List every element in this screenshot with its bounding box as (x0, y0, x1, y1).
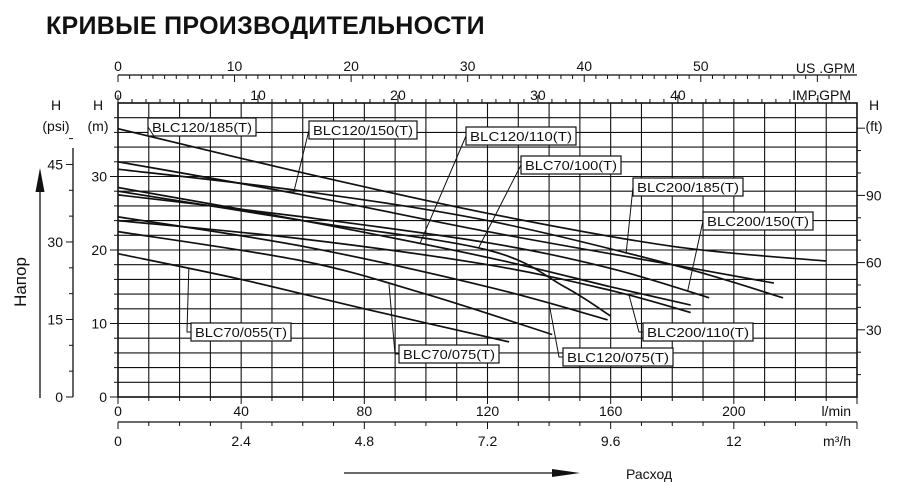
chart-axes: 0 10 20 30 40 50 US .GPM 0 10 20 30 40 IMP.GPM 0 40 80 1… (11, 58, 883, 482)
psi-tick-label: 0 (55, 389, 63, 405)
series-label: BLC70/055(T) (195, 325, 287, 340)
psi-tick-label: 30 (47, 234, 63, 250)
series-leader-line (388, 284, 399, 355)
lmin-tick-label: 120 (476, 403, 500, 419)
psi-axis-header: H (51, 97, 61, 113)
m-axis-header: H (93, 97, 103, 113)
lmin-unit-label: l/min (821, 403, 851, 419)
curve-blc200-185-t (117, 168, 784, 299)
m3h-tick-label: 9.6 (601, 433, 621, 449)
series-leader-line (477, 164, 522, 249)
chart-curves (117, 127, 827, 343)
imp-gpm-tick-label: 20 (390, 87, 406, 103)
m-tick-label: 30 (91, 169, 107, 185)
ft-axis-unit: (ft) (865, 118, 882, 134)
m-tick-label: 10 (91, 316, 107, 332)
imp-gpm-tick-label: 30 (530, 87, 546, 103)
x-axis-arrowhead (552, 469, 580, 477)
y-axis-arrowhead (35, 168, 45, 192)
curve-blc120-185-t (117, 127, 827, 262)
imp-gpm-tick-label: 10 (250, 87, 266, 103)
series-label: BLC120/150(T) (313, 123, 413, 138)
series-leader-line (625, 186, 634, 254)
us-gpm-tick-label: 0 (114, 58, 122, 74)
page-title: КРИВЫЕ ПРОИЗВОДИТЕЛЬНОСТИ (46, 12, 485, 40)
m-axis-unit: (m) (88, 118, 109, 134)
x-axis-title: Расход (626, 466, 672, 482)
series-label: BLC120/075(T) (567, 350, 669, 365)
lmin-tick-label: 40 (233, 403, 249, 419)
m3h-unit-label: m³/h (823, 433, 851, 449)
series-leader-line (293, 129, 310, 194)
ft-tick-label: 30 (866, 322, 882, 338)
m3h-tick-label: 2.4 (231, 433, 251, 449)
curve-blc200-110-t (117, 219, 691, 314)
us-gpm-tick-label: 40 (576, 58, 592, 74)
lmin-tick-label: 160 (599, 403, 623, 419)
imp-gpm-tick-label: 40 (670, 87, 686, 103)
chart-labels: BLC120/185(T) BLC120/150(T) BLC120/110(T) B… (147, 117, 814, 367)
series-leader-line (186, 268, 191, 333)
series-leader-line (687, 220, 704, 292)
lmin-tick-label: 200 (722, 403, 746, 419)
ft-tick-label: 90 (866, 187, 882, 203)
imp-gpm-unit-label: IMP.GPM (792, 87, 851, 103)
us-gpm-tick-label: 50 (693, 58, 709, 74)
curve-blc120-110-t (117, 186, 691, 306)
series-label: BLC200/110(T) (647, 325, 749, 340)
psi-axis-unit: (psi) (42, 118, 69, 134)
ft-axis-header: H (869, 97, 879, 113)
series-leader-line (628, 295, 643, 333)
imp-gpm-tick-label: 0 (114, 87, 122, 103)
series-leader-line (419, 135, 467, 245)
series-label: BLC200/150(T) (707, 214, 809, 229)
m-tick-label: 0 (99, 389, 107, 405)
series-label: BLC70/075(T) (403, 347, 495, 362)
series-leader-line (147, 126, 156, 138)
curve-blc70-055-t (117, 252, 510, 343)
ft-tick-label: 60 (866, 255, 882, 271)
curve-blc120-075-t (117, 216, 608, 321)
lmin-tick-label: 0 (114, 403, 122, 419)
series-label: BLC120/185(T) (152, 120, 252, 135)
us-gpm-tick-label: 10 (227, 58, 243, 74)
m3h-tick-label: 12 (726, 433, 742, 449)
y-axis-title: Напор (11, 257, 30, 307)
us-gpm-tick-label: 20 (343, 58, 359, 74)
lmin-tick-label: 80 (357, 403, 373, 419)
us-gpm-tick-label: 30 (460, 58, 476, 74)
series-label: BLC200/185(T) (637, 180, 739, 195)
series-leader-line (548, 303, 563, 358)
series-label: BLC120/110(T) (470, 129, 572, 144)
m3h-tick-label: 7.2 (478, 433, 498, 449)
curve-blc200-150-t (117, 194, 710, 299)
m-tick-label: 20 (91, 242, 107, 258)
us-gpm-unit-label: US .GPM (796, 60, 855, 76)
m3h-tick-label: 0 (114, 433, 122, 449)
psi-tick-label: 15 (47, 311, 63, 327)
psi-tick-label: 45 (47, 156, 63, 172)
curve-blc70-075-t (117, 230, 553, 336)
m3h-tick-label: 4.8 (355, 433, 375, 449)
series-label: BLC70/100(T) (525, 158, 617, 173)
